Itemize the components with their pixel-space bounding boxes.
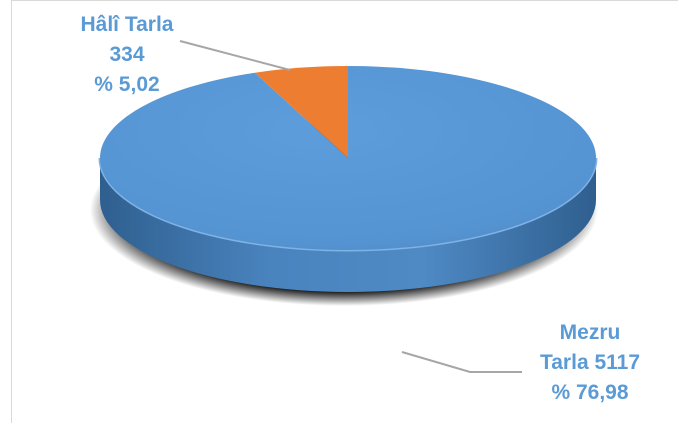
leader-line-hali [179,40,291,71]
pie-slice-hali-tarla [254,66,348,158]
data-label-hali-tarla: Hâlî Tarla 334 % 5,02 [62,10,192,100]
data-label-mezru-value: Tarla 5117 [539,351,641,374]
data-label-mezru-percent: % 76,98 [551,381,629,404]
data-label-hali-percent: % 5,02 [94,73,160,96]
chart-frame [11,0,678,423]
leader-line-mezru [401,351,522,373]
data-label-hali-value: 334 [109,43,145,66]
data-label-mezru-tarla: Mezru Tarla 5117 % 76,98 [520,318,660,408]
pie-side-wall [100,158,596,292]
data-label-mezru-name: Mezru [559,321,621,344]
data-label-hali-name: Hâlî Tarla [80,13,174,36]
